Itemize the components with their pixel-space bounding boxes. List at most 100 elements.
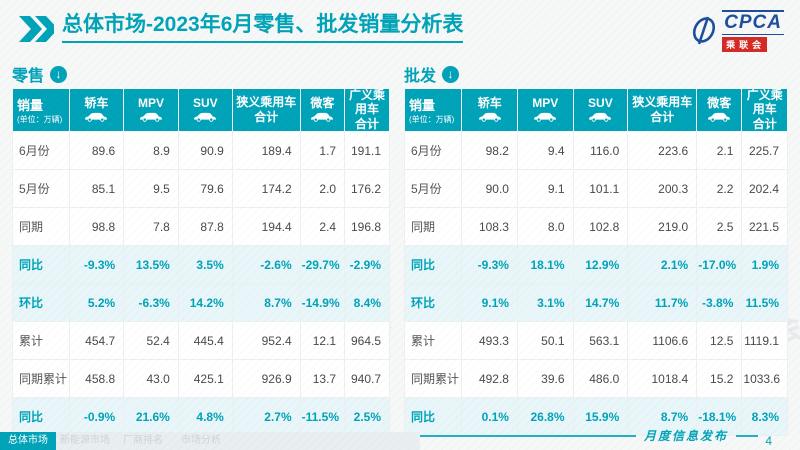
header-row: 销量 (单位：万辆) 轿车 MPV SUV 狭义乘用车 合计 微客 广义乘用车 合计 [12,87,390,133]
value-cell: 8.9 [123,131,179,171]
value-cell: -9.3% [68,245,125,285]
value-cell: -29.7% [299,245,346,285]
value-cell: 98.2 [461,131,518,171]
footer-note: 月度信息发布 [643,429,728,443]
unit-header-cell: 销量 (单位：万辆) [403,87,463,133]
column-label: 广义乘用车 [746,88,783,116]
column-label: 轿车 [84,96,109,111]
column-header: MPV [516,87,574,133]
footer-line [736,434,758,437]
value-cell: 12.5 [696,321,743,361]
unit-label: 销量 [17,98,44,114]
unit-header-cell: 销量 (单位：万辆) [12,87,70,133]
tab-3[interactable]: 市场分析 [181,435,221,446]
value-cell: 12.1 [299,321,346,361]
value-cell: 486.0 [572,359,629,399]
logo-text: CPCA [722,10,784,35]
tab-2[interactable]: 厂商排名 [123,435,163,446]
value-cell: 2.0 [299,169,346,209]
value-cell: 8.4% [344,283,390,323]
value-cell: -2.6% [231,245,301,285]
table-row: 5月份 85.1 9.5 79.6 174.2 2.0 176.2 [12,169,390,209]
column-header: 广义乘用车 合计 [741,87,788,133]
value-cell: 13.5% [123,245,179,285]
value-cell: 39.6 [516,359,574,399]
column-label: 轿车 [477,96,502,111]
value-cell: 90.9 [177,131,233,171]
value-cell: 14.2% [177,283,233,323]
column-label-line2: 合计 [254,109,279,124]
row-label: 同比 [12,245,70,285]
page-title: 总体市场-2023年6月零售、批发销量分析表 [62,12,464,44]
column-label-line2: 合计 [752,116,777,131]
tab-1[interactable]: 新能源市场 [60,435,110,446]
value-cell: 2.5 [696,207,743,247]
value-cell: -14.9% [299,283,346,323]
suv-icon [193,112,217,123]
value-cell: 116.0 [572,131,629,171]
value-cell: 1.7 [299,131,346,171]
value-cell: 194.4 [231,207,301,247]
table-row: 同期累计 458.8 43.0 425.1 926.9 13.7 940.7 [12,359,390,399]
value-cell: 176.2 [344,169,390,209]
value-cell: 12.9% [572,245,629,285]
table-row: 累计 493.3 50.1 563.1 1106.6 12.5 1119.1 [403,321,788,361]
column-header: 轿车 [461,87,518,133]
unit-sub-label: (单位：万辆) [17,115,63,125]
header-row: 销量 (单位：万辆) 轿车 MPV SUV 狭义乘用车 合计 微客 广义乘用车 合计 [403,87,788,133]
value-cell: 13.7 [299,359,346,399]
value-cell: 223.6 [627,131,698,171]
column-label: 狭义乘用车 [236,94,297,109]
row-label: 累计 [403,321,463,361]
row-label: 6月份 [403,131,463,171]
column-label: MPV [532,96,559,111]
column-label: MPV [138,96,165,111]
column-header: 狭义乘用车 合计 [231,87,301,133]
row-label: 同期 [12,207,70,247]
row-label: 同期累计 [403,359,463,399]
mpv-icon [533,112,557,123]
column-header: 微客 [299,87,346,133]
value-cell: 2.2 [696,169,743,209]
value-cell: 9.1% [461,283,518,323]
table-row: 环比 5.2% -6.3% 14.2% 8.7% -14.9% 8.4% [12,283,390,323]
column-header: SUV [572,87,629,133]
value-cell: -3.8% [696,283,743,323]
value-cell: 15.2 [696,359,743,399]
value-cell: 926.9 [231,359,301,399]
row-label: 5月份 [12,169,70,209]
table-row: 6月份 98.2 9.4 116.0 223.6 2.1 225.7 [403,131,788,171]
value-cell: 9.5 [123,169,179,209]
row-label: 5月份 [403,169,463,209]
table-row: 同期累计 492.8 39.6 486.0 1018.4 15.2 1033.6 [403,359,788,399]
value-cell: 14.7% [572,283,629,323]
value-cell: 8.7% [231,283,301,323]
table-row: 累计 454.7 52.4 445.4 952.4 12.1 964.5 [12,321,390,361]
value-cell: -17.0% [696,245,743,285]
value-cell: 1.9% [741,245,788,285]
value-cell: -2.9% [344,245,390,285]
value-cell: 52.4 [123,321,179,361]
value-cell: -18.1% [696,397,743,437]
column-label: SUV [588,96,613,111]
value-cell: 189.4 [231,131,301,171]
value-cell: 174.2 [231,169,301,209]
value-cell: 8.3% [741,397,788,437]
column-label: 微客 [310,96,335,111]
section-title: 零售 [12,68,45,85]
value-cell: 3.1% [516,283,574,323]
value-cell: 50.1 [516,321,574,361]
value-cell: 221.5 [741,207,788,247]
sedan-icon [478,112,502,123]
row-label: 同比 [403,245,463,285]
row-label: 累计 [12,321,70,361]
value-cell: 102.8 [572,207,629,247]
value-cell: 89.6 [68,131,125,171]
value-cell: 425.1 [177,359,233,399]
column-label-line2: 合计 [355,116,380,131]
wholesale-sales-table: 销量 (单位：万辆) 轿车 MPV SUV 狭义乘用车 合计 微客 广义乘用车 合计 6月份 98.2… [403,87,788,437]
value-cell: 108.3 [461,207,518,247]
wholesale-section-head: 批发 ↓ [404,62,788,86]
tab-0[interactable]: 总体市场 [0,432,56,450]
cpca-logo: CPCA 乘联会 [690,10,784,52]
